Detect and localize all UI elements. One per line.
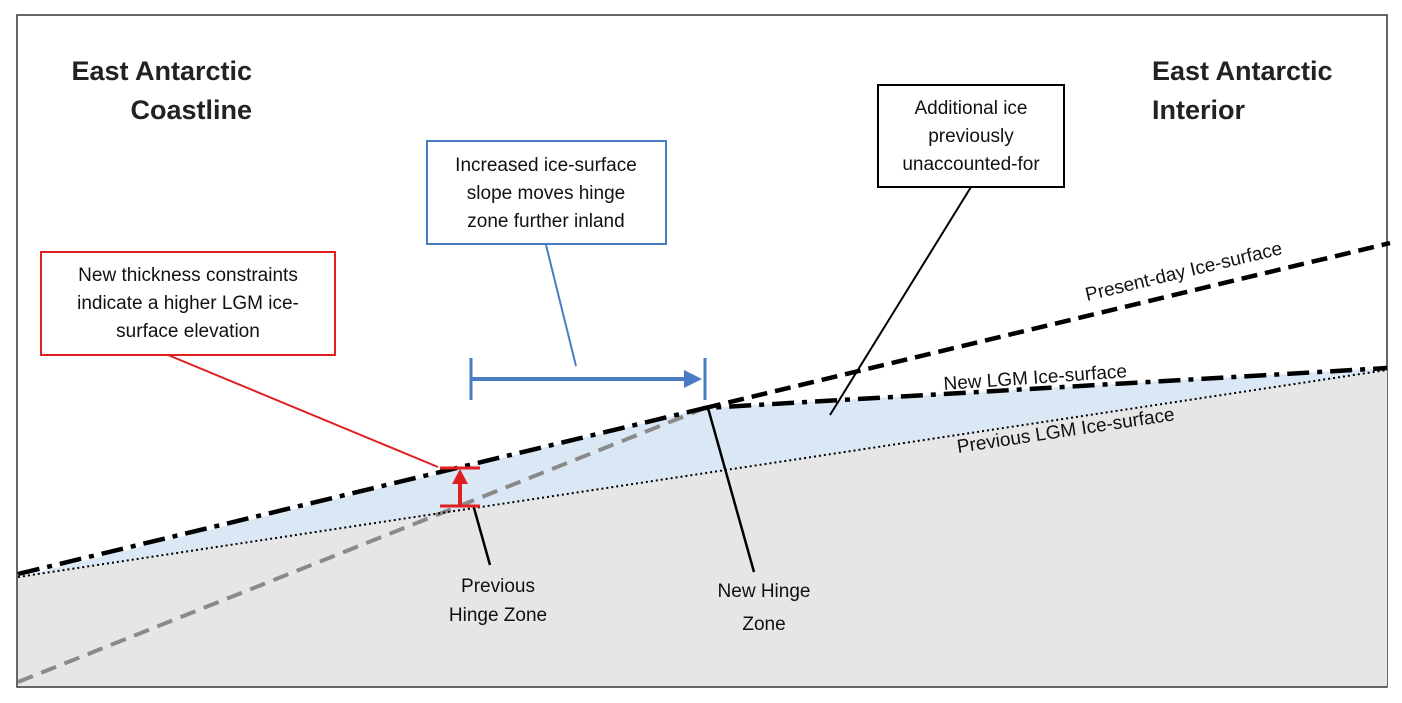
interior-heading-line1: East Antarctic — [1152, 56, 1333, 86]
new-hinge-label-line1: New Hinge — [718, 581, 811, 602]
black-callout-line3: unaccounted-for — [902, 154, 1040, 175]
present-day-surface-line — [704, 240, 1391, 411]
coastline-heading-line2: Coastline — [130, 95, 252, 125]
previous-hinge-label-line2: Hinge Zone — [449, 605, 547, 626]
bedrock-region — [18, 370, 1387, 686]
coastline-heading-line1: East Antarctic — [71, 56, 252, 86]
interior-heading-line2: Interior — [1152, 95, 1246, 125]
black-callout-line2: previously — [928, 126, 1014, 147]
blue-callout-line1: Increased ice-surface — [455, 155, 637, 176]
red-callout-box — [40, 251, 336, 356]
previous-hinge-label-line1: Previous — [461, 576, 535, 597]
black-callout-box — [877, 84, 1065, 188]
previous-hinge-leader — [472, 507, 492, 566]
previous-lgm-surface-line — [17, 369, 1388, 578]
red-callout-line2: indicate a higher LGM ice- — [77, 293, 299, 314]
blue-callout-line2: slope moves hinge — [467, 183, 625, 204]
red-callout-leader — [167, 354, 439, 468]
blue-callout-leader — [545, 244, 577, 367]
blue-arrowhead — [684, 370, 702, 388]
new-hinge-label-line2: Zone — [742, 614, 785, 635]
blue-callout-box — [426, 140, 667, 245]
blue-callout-line3: zone further inland — [467, 211, 624, 232]
red-callout-line3: surface elevation — [116, 321, 260, 342]
new-hinge-leader — [706, 407, 756, 573]
red-callout-line1: New thickness constraints — [78, 265, 298, 286]
black-callout-line1: Additional ice — [914, 98, 1027, 119]
red-arrowhead — [452, 469, 468, 484]
black-callout-leader — [829, 186, 972, 416]
